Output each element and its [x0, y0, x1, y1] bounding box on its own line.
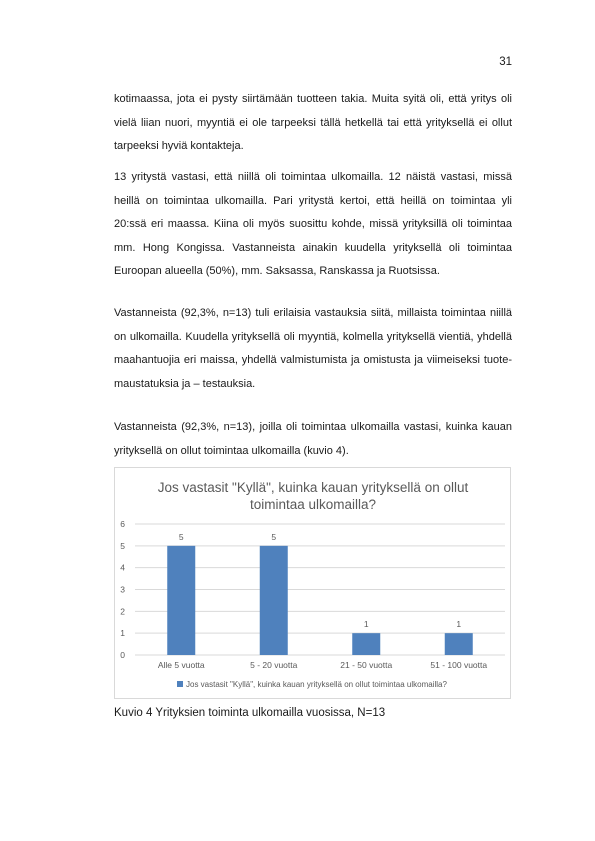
- y-tick-label: 0: [120, 650, 125, 660]
- y-tick-label: 4: [120, 563, 125, 573]
- x-tick-label: 5 - 20 vuotta: [250, 660, 298, 670]
- chart-svg: Jos vastasit "Kyllä", kuinka kauan yrity…: [120, 480, 505, 689]
- data-label: 5: [271, 532, 276, 542]
- paragraph-2: 13 yritystä vastasi, että niillä oli toi…: [114, 171, 512, 277]
- chart-title-line: toimintaa ulkomailla?: [250, 497, 376, 512]
- y-tick-label: 6: [120, 519, 125, 529]
- y-tick-label: 3: [120, 585, 125, 595]
- bar-chart: Jos vastasit "Kyllä", kuinka kauan yrity…: [114, 467, 511, 699]
- y-tick-label: 5: [120, 541, 125, 551]
- legend-swatch: [177, 681, 183, 687]
- bar: [352, 633, 381, 655]
- paragraph-3: Vastanneista (92,3%, n=13) tuli erilaisi…: [114, 307, 512, 390]
- paragraph-1: kotimaassa, jota ei pysty siirtämään tuo…: [114, 93, 512, 152]
- chart-title-line: Jos vastasit "Kyllä", kuinka kauan yrity…: [158, 480, 469, 495]
- data-label: 1: [456, 619, 461, 629]
- page-number: 31: [499, 56, 512, 68]
- figure-caption: Kuvio 4 Yrityksien toiminta ulkomailla v…: [114, 707, 386, 719]
- bar: [444, 633, 473, 655]
- bar: [259, 545, 288, 655]
- legend-label: Jos vastasit "Kyllä", kuinka kauan yrity…: [186, 680, 447, 689]
- y-tick-label: 1: [120, 628, 125, 638]
- data-label: 5: [179, 532, 184, 542]
- y-tick-label: 2: [120, 606, 125, 616]
- data-label: 1: [364, 619, 369, 629]
- x-tick-label: 21 - 50 vuotta: [340, 660, 392, 670]
- x-tick-label: 51 - 100 vuotta: [430, 660, 487, 670]
- bar: [167, 545, 196, 655]
- paragraph-4: Vastanneista (92,3%, n=13), joilla oli t…: [114, 421, 512, 457]
- x-tick-label: Alle 5 vuotta: [158, 660, 205, 670]
